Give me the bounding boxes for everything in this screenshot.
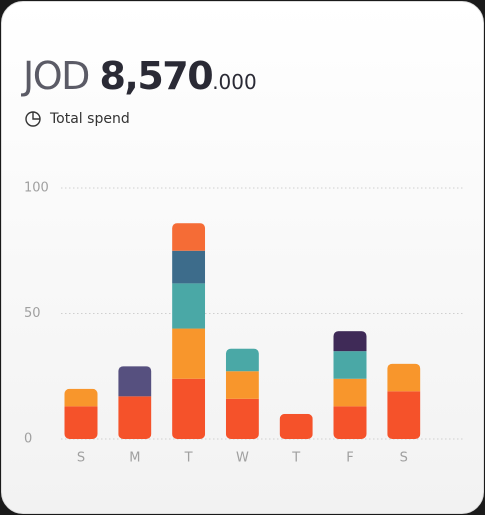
y-tick-label: 0 — [24, 432, 32, 447]
bar-segment — [64, 388, 98, 407]
bar-stack — [279, 413, 313, 439]
y-tick-label: 100 — [24, 181, 49, 196]
x-tick-label: M — [129, 451, 140, 466]
bar-stack — [118, 366, 152, 439]
pie-icon — [25, 111, 41, 127]
bar-stack — [225, 348, 259, 439]
x-tick-label: F — [346, 451, 353, 466]
bar-stack — [387, 363, 421, 439]
bar-stack — [64, 388, 98, 439]
bar-stack — [333, 331, 367, 439]
bar-stack — [172, 223, 206, 439]
bar-segment — [64, 406, 98, 439]
bar-segment — [118, 366, 152, 397]
bar-segment — [225, 398, 259, 439]
bar-segment — [225, 348, 259, 372]
bar-segment — [118, 396, 152, 439]
bar-segment — [387, 391, 421, 439]
bar-segment — [172, 283, 206, 329]
bar-segment — [333, 378, 367, 407]
amount-decimals: .000 — [212, 70, 257, 94]
bar-segment — [387, 363, 421, 392]
amount-value: 8,570 — [99, 54, 213, 98]
x-tick-label: S — [77, 451, 85, 466]
currency: JOD — [23, 54, 90, 98]
subtitle-row: Total spend — [24, 110, 130, 128]
x-tick-label: T — [184, 451, 193, 466]
bar-segment — [225, 371, 259, 399]
bar-segment — [333, 406, 367, 439]
bar-segment — [172, 328, 206, 379]
x-tick-label: W — [236, 451, 249, 466]
bar-segment — [333, 331, 367, 352]
x-tick-label: T — [291, 451, 300, 466]
y-tick-label: 50 — [24, 306, 41, 321]
bar-segment — [333, 351, 367, 379]
bar-segment — [172, 250, 206, 284]
bar-segment — [279, 413, 313, 439]
x-tick-label: S — [400, 451, 408, 466]
bar-segment — [172, 223, 206, 251]
amount: JOD 8,570.000 — [23, 54, 257, 98]
subtitle: Total spend — [50, 111, 130, 127]
bar-segment — [172, 378, 206, 439]
